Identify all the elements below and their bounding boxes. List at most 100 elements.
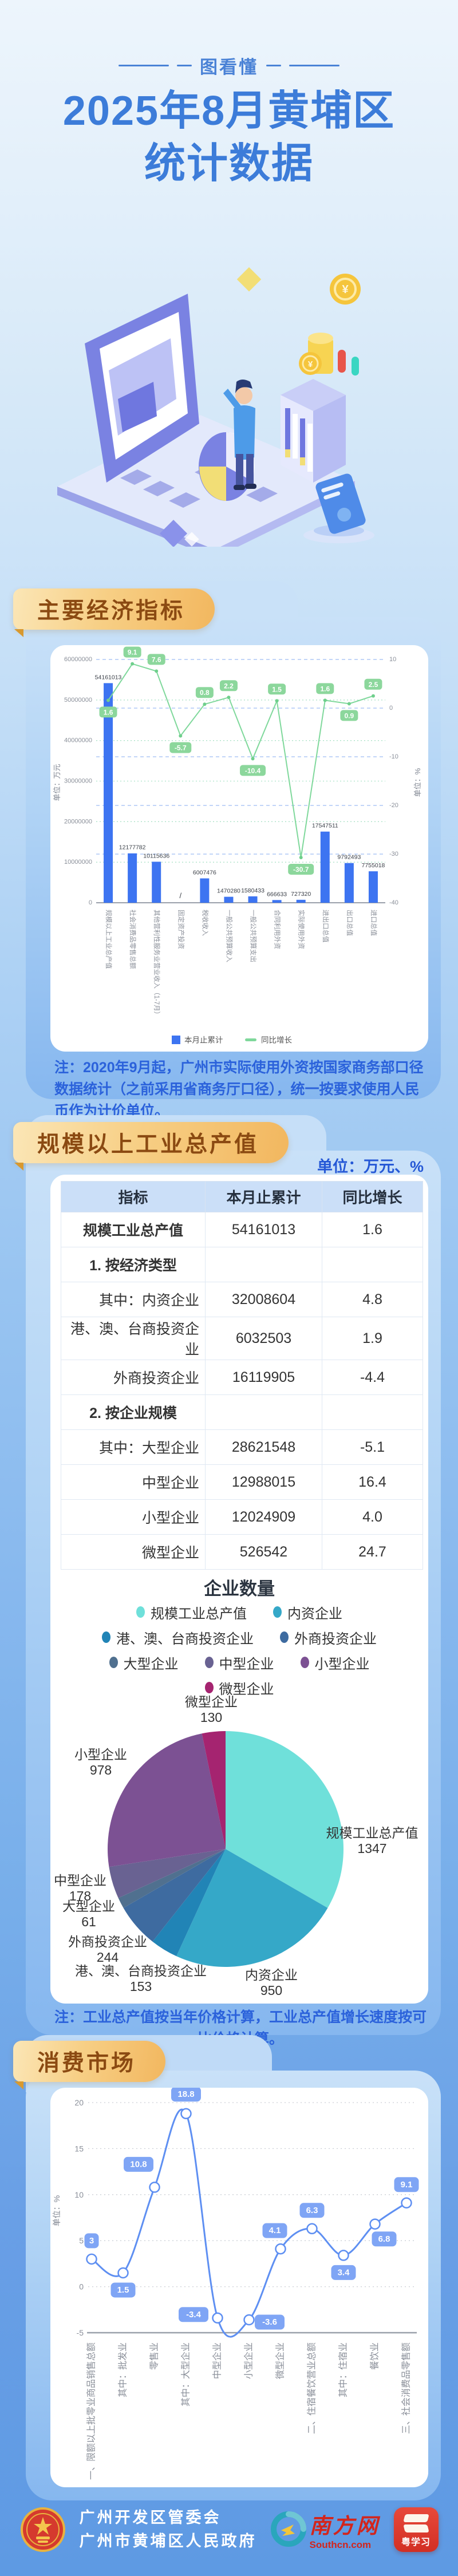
svg-text:内资企业: 内资企业: [245, 1967, 298, 1982]
coin-icon: ¥: [299, 352, 322, 375]
diamond-decor: [236, 267, 262, 292]
pie-legend: 规模工业总产值 内资企业 港、澳、台商投资企业 外商投资企业 大型企业 中型企业 小型企业微…: [50, 1602, 428, 1698]
coin-icon: ¥: [330, 274, 361, 305]
legend-label: 中型企业: [219, 1656, 274, 1672]
diamond-decor: [184, 532, 199, 547]
table-cell: 2. 按企业规模: [61, 1394, 206, 1430]
table-cell: 28621548: [205, 1429, 322, 1465]
table-cell: 526542: [205, 1534, 322, 1570]
svg-text:-3.4: -3.4: [186, 2310, 202, 2320]
bar-value-label: 10115636: [143, 852, 169, 859]
svg-text:153: 153: [130, 1979, 152, 1994]
line-point: [149, 2182, 160, 2193]
combo-chart-svg: 60000000 50000000 40000000 30000000 20000000…: [53, 646, 422, 1045]
southcn-name: 南方网: [309, 2514, 380, 2538]
book-icon: [402, 2514, 429, 2522]
svg-text:港、澳、台商投资企业: 港、澳、台商投资企业: [75, 1963, 207, 1978]
table-cell: 其中：内资企业: [61, 1282, 206, 1317]
decor-line: [119, 65, 169, 66]
value-label: 4.1: [262, 2223, 287, 2238]
consumer-chart-card: 20 15 10 5 0 -5 单位：% 3 一、限额以上批零业商品销售总额 1.5 其中：批发业 1…: [50, 2087, 428, 2487]
legend-dot: [273, 1606, 282, 1618]
legend-dot: [136, 1606, 145, 1618]
legend-dot: [204, 1657, 214, 1668]
svg-text:微型企业: 微型企业: [185, 1694, 238, 1709]
line-point: [86, 2253, 97, 2265]
svg-text:同比增长: 同比增长: [261, 1036, 292, 1045]
table-row: 其中：大型企业 28621548 -5.1: [61, 1429, 423, 1465]
red-pill: [338, 350, 346, 373]
table-cell: 微型企业: [61, 1534, 206, 1570]
growth-label: -10.4: [240, 765, 266, 776]
y-axis-tick: 15: [74, 2144, 84, 2153]
table-cell: 1.6: [322, 1212, 423, 1247]
x-axis-label: 小型企业: [244, 2342, 254, 2379]
table-row: 1. 按经济类型: [61, 1247, 423, 1282]
svg-text:7.6: 7.6: [152, 655, 161, 663]
bar-value-label: 727320: [291, 891, 311, 898]
bar: [200, 878, 210, 903]
consumer-line: [91, 2108, 407, 2338]
x-axis-label: 其中：住宿业: [338, 2342, 349, 2397]
value-label: 6.3: [299, 2203, 325, 2218]
svg-text:6.8: 6.8: [378, 2234, 390, 2244]
bar-value-label: 6007476: [193, 869, 216, 876]
bar-value-label: 1470280: [217, 888, 240, 895]
svg-text:-3.6: -3.6: [262, 2317, 277, 2327]
bar-value-label: 1580433: [241, 887, 264, 894]
bar: [104, 683, 113, 903]
svg-text:244: 244: [97, 1950, 119, 1965]
x-axis-label: 出口总值: [346, 910, 354, 936]
svg-text:¥: ¥: [308, 359, 313, 369]
statistics-illustration: ¥ ¥: [57, 267, 374, 547]
legend-label: 内资企业: [287, 1606, 342, 1622]
legend-item: 大型企业: [109, 1653, 179, 1673]
svg-text:¥: ¥: [342, 283, 349, 296]
svg-text:1.5: 1.5: [117, 2285, 129, 2295]
industrial-table: 指标 本月止累计 同比增长 规模工业总产值 54161013 1.6 1. 按经济类型 其中…: [61, 1181, 423, 1570]
line-point: [401, 2197, 412, 2209]
svg-text:1347: 1347: [357, 1841, 386, 1856]
line-point: [180, 2108, 192, 2120]
legend-row: 规模工业总产值 内资企业: [50, 1602, 428, 1622]
enterprise-pie-chart: 规模工业总产值 1347 内资企业 950 港、澳、台商投资企业 153 外商投资企业 244…: [50, 1694, 428, 2006]
pie-chart-title: 企业数量: [204, 1579, 275, 1599]
x-axis-label: 其中：大型企业: [181, 2342, 191, 2407]
legend-label: 小型企业: [314, 1656, 370, 1672]
right-axis-tick: -10: [389, 753, 398, 760]
value-label: 1.5: [110, 2282, 136, 2298]
x-axis-label: 一般公共预算收入: [225, 910, 233, 962]
growth-label: -30.7: [288, 863, 314, 875]
table-cell: [205, 1247, 322, 1282]
southcn-domain: Southcn.com: [309, 2539, 372, 2550]
legend-label: 微型企业: [219, 1681, 274, 1697]
decor-line: [289, 65, 339, 66]
right-axis-tick: -20: [389, 802, 398, 809]
legend-item: 港、澳、台商投资企业: [102, 1627, 254, 1647]
table-cell: 1. 按经济类型: [61, 1247, 206, 1282]
pie-slice: [109, 1849, 226, 1898]
x-axis-label: 合同利用外资: [274, 910, 282, 949]
value-label: 10.8: [124, 2156, 153, 2172]
table-row: 港、澳、台商投资企业 6032503 1.9: [61, 1317, 423, 1360]
legend-label: 大型企业: [123, 1656, 179, 1672]
growth-label: 9.1: [123, 646, 141, 658]
left-axis-tick: 30000000: [64, 778, 92, 785]
svg-text:9.1: 9.1: [128, 649, 137, 657]
line-point: [106, 698, 110, 702]
legend-item: 规模工业总产值: [136, 1602, 247, 1622]
bar: [152, 862, 161, 903]
consumer-badge: 消费市场: [13, 2041, 166, 2089]
legend-dot: [109, 1657, 118, 1668]
line-point: [131, 662, 135, 666]
bar-value-label: 7755018: [362, 862, 385, 869]
decor-line: [266, 65, 281, 66]
y-axis-tick: 5: [79, 2236, 84, 2245]
economic-note: 注：2020年9月起，广州市实际使用外资按国家商务部口径数据统计（之前采用省商务…: [54, 1060, 424, 1119]
bar-value-label: 9792493: [337, 854, 361, 861]
legend-item: 小型企业: [300, 1653, 370, 1673]
person-illustration: [223, 380, 256, 490]
bar-value-label: 17547511: [312, 823, 338, 829]
